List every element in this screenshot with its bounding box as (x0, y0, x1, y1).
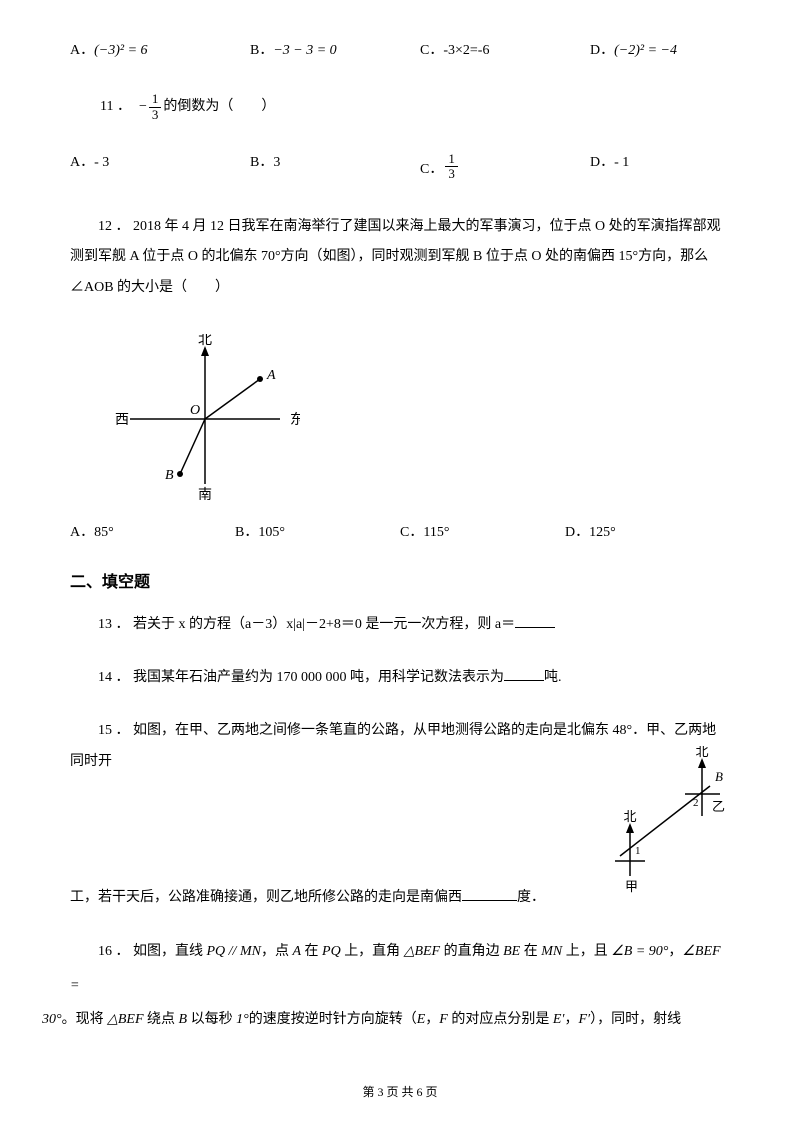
q11-stem: 11 ． − 1 3 的倒数为（ ） (70, 92, 730, 122)
fraction: 1 3 (445, 152, 458, 182)
q13-text: 13 ． 若关于 x 的方程（a－3）x|a|－2+8＝0 是一元一次方程，则 … (98, 617, 515, 632)
q15-container: 15 ． 如图，在甲、乙两地之间修一条笔直的公路，从甲地测得公路的走向是北偏东 … (70, 716, 730, 913)
svg-text:O: O (190, 403, 200, 418)
svg-text:东: 东 (290, 412, 300, 428)
q12-options: A．85° B．105° C．115° D．125° (70, 522, 730, 544)
t: 的直角边 (440, 944, 503, 959)
svg-text:乙: 乙 (712, 799, 725, 814)
opt-expr: −3 − 3 = 0 (273, 40, 336, 62)
q12-opt-c: C．115° (400, 522, 565, 544)
m: △BEF (404, 944, 440, 959)
q11-options: A．- 3 B．3 C． 1 3 D．- 1 (70, 152, 730, 182)
t: 的速度按逆时针方向旋转（ (249, 1012, 417, 1027)
svg-text:A: A (266, 368, 276, 383)
m: PQ (322, 944, 341, 959)
opt-text: C．-3×2=-6 (420, 40, 489, 62)
t: 。现将 (62, 1012, 108, 1027)
t: 以每秒 (187, 1012, 236, 1027)
fraction: 1 3 (149, 92, 162, 122)
q11-num: 11 ． (100, 96, 131, 118)
m: B (179, 1012, 188, 1027)
opt-label: A． (70, 40, 94, 62)
q10-opt-b: B． −3 − 3 = 0 (250, 40, 420, 62)
opt-label: D． (590, 40, 614, 62)
m: △BEF (107, 1012, 143, 1027)
q12-stem: 12 ． 2018 年 4 月 12 日我军在南海举行了建国以来海上最大的军事演… (70, 212, 730, 304)
compass-diagram: 北 南 东 西 O A B (110, 334, 300, 504)
q16: 16 ． 如图，直线 PQ // MN，点 A 在 PQ 上，直角 △BEF 的… (70, 935, 730, 1036)
neg-sign: − (139, 96, 147, 118)
q14-pre: 14 ． 我国某年石油产量约为 170 000 000 吨，用科学记数法表示为 (98, 670, 504, 685)
m: F (439, 1012, 448, 1027)
t: 在 (520, 944, 541, 959)
svg-text:B: B (165, 468, 174, 483)
svg-text:B: B (715, 769, 723, 784)
q12-opt-a: A．85° (70, 522, 235, 544)
t: ， (668, 944, 682, 959)
q10-opt-c: C．-3×2=-6 (420, 40, 590, 62)
page-footer: 第 3 页 共 6 页 (0, 1083, 800, 1102)
svg-text:南: 南 (198, 487, 212, 503)
svg-text:甲: 甲 (625, 879, 638, 894)
q12-opt-b: B．105° (235, 522, 400, 544)
blank (462, 887, 517, 901)
opt-expr: (−3)² = 6 (94, 40, 147, 62)
t: ， (564, 1012, 578, 1027)
opt-label: B． (250, 40, 273, 62)
q10-options: A． (−3)² = 6 B． −3 − 3 = 0 C．-3×2=-6 D． … (70, 40, 730, 62)
m: 30° (42, 1012, 62, 1027)
blank (515, 614, 555, 628)
svg-text:北: 北 (695, 746, 708, 759)
t: 在 (301, 944, 322, 959)
numerator: 1 (149, 92, 162, 107)
q14-post: 吨. (544, 670, 562, 685)
q15-pre: 工，若干天后，公路准确接通，则乙地所修公路的走向是南偏西 (70, 890, 462, 905)
q11-opt-a: A．- 3 (70, 152, 250, 182)
m: 1° (236, 1012, 249, 1027)
denominator: 3 (149, 108, 162, 122)
t: 16 ． 如图，直线 (98, 944, 207, 959)
m: E (417, 1012, 426, 1027)
m: BE (503, 944, 520, 959)
q11-suffix: 的倒数为（ ） (163, 96, 275, 118)
t: ，点 (261, 944, 293, 959)
m: E′ (553, 1012, 565, 1027)
m: F′ (578, 1012, 590, 1027)
q14: 14 ． 我国某年石油产量约为 170 000 000 吨，用科学记数法表示为 吨… (70, 663, 730, 694)
svg-text:北: 北 (198, 334, 212, 348)
denominator: 3 (445, 167, 458, 181)
svg-text:2: 2 (693, 797, 699, 809)
t: 绕点 (144, 1012, 179, 1027)
q11-opt-d: D．- 1 (590, 152, 730, 182)
opt-expr: (−2)² = −4 (614, 40, 677, 62)
m: MN (541, 944, 562, 959)
q13: 13 ． 若关于 x 的方程（a－3）x|a|－2+8＝0 是一元一次方程，则 … (70, 610, 730, 641)
q10-opt-d: D． (−2)² = −4 (590, 40, 730, 62)
numerator: 1 (445, 152, 458, 167)
q11-opt-b: B．3 (250, 152, 420, 182)
t: ），同时，射线 (590, 1012, 681, 1027)
t: ， (425, 1012, 439, 1027)
t: 上，直角 (341, 944, 404, 959)
blank (504, 667, 544, 681)
m: PQ // MN (207, 944, 261, 959)
q15-diagram: 北 北 甲 乙 B 1 2 (590, 746, 740, 896)
svg-text:1: 1 (635, 845, 641, 857)
t: 的对应点分别是 (448, 1012, 553, 1027)
q15-post: 度． (517, 890, 545, 905)
svg-text:北: 北 (623, 809, 636, 824)
q11-opt-c: C． 1 3 (420, 152, 590, 182)
q12-opt-d: D．125° (565, 522, 730, 544)
svg-text:西: 西 (115, 413, 129, 428)
m: ∠B = 90° (611, 944, 668, 959)
section-title: 二、填空题 (70, 570, 730, 596)
q10-opt-a: A． (−3)² = 6 (70, 40, 250, 62)
m: A (292, 944, 301, 959)
opt-label: C． (420, 159, 443, 181)
t: 上，且 (562, 944, 611, 959)
